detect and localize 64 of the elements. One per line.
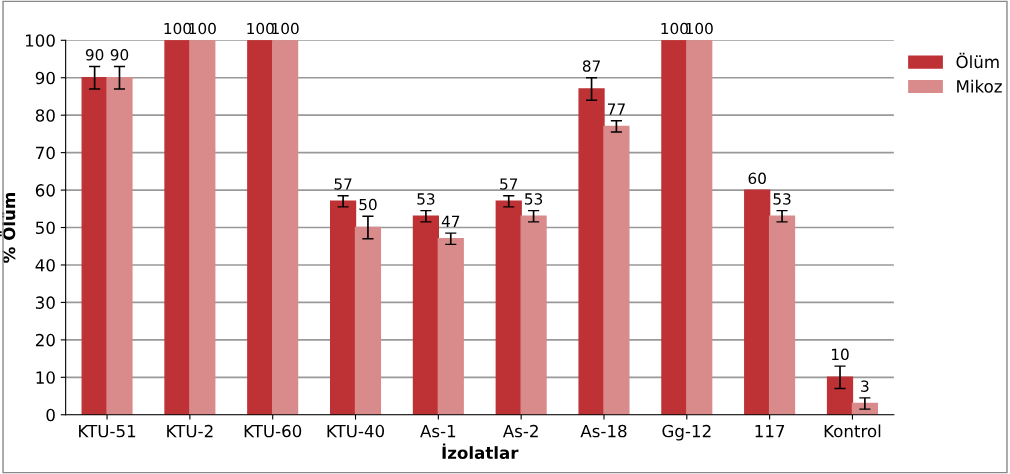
x-tick-label: As-1 (420, 424, 456, 438)
bar (272, 40, 299, 415)
bar (329, 200, 357, 415)
bar (164, 40, 191, 415)
bar (495, 200, 522, 415)
data-label: 10 (831, 348, 849, 361)
bar (437, 238, 464, 415)
bar (247, 40, 274, 415)
data-label: 100 (164, 22, 192, 35)
x-tick-label: 117 (755, 424, 785, 438)
data-label: 57 (500, 178, 518, 190)
data-label: 100 (247, 22, 274, 35)
x-tick-label: KTU-40 (327, 424, 385, 438)
x-tick-label: As-2 (502, 424, 538, 438)
data-label: 50 (359, 198, 377, 211)
y-tick-label: 70 (36, 146, 55, 160)
data-label: 100 (272, 22, 299, 35)
data-label: 60 (748, 172, 766, 185)
data-label: 57 (334, 178, 352, 190)
bar (603, 125, 630, 415)
bar (520, 215, 547, 415)
bar (768, 215, 796, 415)
x-axis-title: İzolatlar (442, 443, 519, 460)
legend-label: Ölüm (956, 52, 999, 69)
data-label: 100 (661, 22, 688, 35)
data-label: 53 (773, 193, 791, 205)
x-tick-label: As-18 (580, 424, 627, 438)
data-label: 90 (110, 48, 129, 61)
y-tick-label: 90 (35, 71, 55, 85)
data-label: 53 (525, 193, 543, 205)
y-tick-label: 50 (36, 221, 55, 235)
data-label: 87 (582, 60, 600, 72)
y-tick-label: 30 (35, 296, 55, 309)
data-label: 3 (861, 380, 869, 392)
data-label: 53 (417, 193, 435, 205)
bar (744, 189, 771, 415)
data-label: 77 (607, 103, 625, 115)
bar (661, 40, 688, 415)
bar (81, 77, 108, 415)
y-tick-label: 40 (35, 258, 55, 272)
y-tick-label: 100 (25, 34, 55, 47)
bar (578, 88, 605, 415)
x-tick-label: KTU-51 (79, 424, 136, 438)
bar (412, 215, 440, 415)
data-label: 47 (441, 215, 460, 227)
bar (106, 77, 133, 415)
y-tick-label: 10 (36, 371, 55, 384)
y-tick-label: 0 (46, 408, 55, 422)
y-tick-label: 20 (35, 333, 55, 347)
y-tick-label: 80 (35, 109, 55, 122)
x-tick-label: KTU-60 (244, 424, 302, 438)
data-label: 100 (686, 22, 713, 35)
y-axis-title: % Ölüm (0, 193, 16, 263)
x-tick-label: Gg-12 (662, 424, 711, 441)
bar (686, 40, 713, 415)
y-tick-label: 60 (35, 184, 55, 197)
x-tick-label: KTU-2 (167, 424, 213, 438)
data-label: 100 (189, 22, 216, 35)
x-tick-label: Kontrol (824, 424, 881, 438)
legend-label: Mikoz (957, 79, 1002, 93)
bar (354, 226, 382, 415)
bar (826, 376, 854, 415)
bar (189, 40, 216, 415)
data-label: 90 (85, 48, 104, 61)
